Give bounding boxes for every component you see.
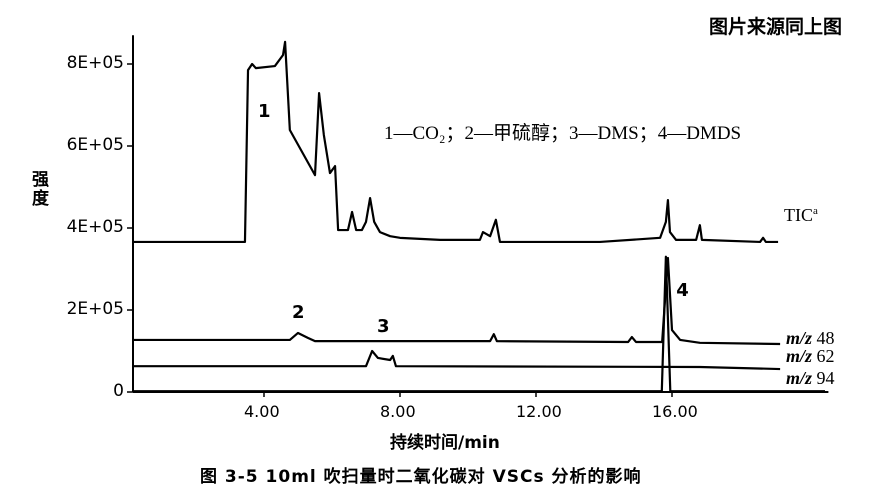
series-line-1	[133, 40, 779, 244]
source-note: 图片来源同上图	[708, 16, 842, 38]
series-label-sup: a	[813, 205, 818, 217]
series-line-3	[133, 349, 781, 371]
series-label: m/z 62	[786, 346, 835, 367]
peak-label: 2	[292, 302, 305, 324]
x-tick-label: 8.00	[380, 402, 416, 421]
series-label-prefix: m/z	[786, 346, 813, 366]
series-line-4	[133, 255, 825, 393]
x-tick-label: 4.00	[244, 402, 280, 421]
figure-caption: 图 3-5 10ml 吹扫量时二氧化碳对 VSCs 分析的影响	[200, 467, 642, 487]
y-tick-label: 6E+05	[66, 135, 124, 155]
x-tick-label: 16.00	[652, 402, 698, 421]
series-label: m/z 94	[786, 368, 835, 389]
series-label-value: 48	[812, 328, 835, 348]
y-tick-label: 4E+05	[66, 217, 124, 237]
legend-text: 1—CO₂；2—甲硫醇；3—DMS；4—DMDS	[384, 123, 742, 144]
y-tick-label: 0	[113, 381, 124, 401]
series-label-value: 62	[812, 346, 835, 366]
y-tick-label: 8E+05	[66, 53, 124, 73]
series-label-prefix: m/z	[786, 328, 813, 348]
series-label: m/z 48	[786, 328, 835, 349]
peak-label: 3	[377, 316, 390, 338]
x-tick-label: 12.00	[516, 402, 562, 421]
x-axis-label: 持续时间/min	[390, 433, 500, 453]
y-tick-label: 2E+05	[66, 299, 124, 319]
series-label: TICa	[784, 205, 818, 226]
series-label-prefix: m/z	[786, 368, 813, 388]
y-axis-label: 强度	[28, 170, 48, 208]
peak-label: 4	[676, 279, 689, 301]
peak-label: 1	[258, 101, 271, 123]
series-label-value: 94	[812, 368, 835, 388]
series-label-name: TIC	[784, 205, 813, 225]
series-line-2	[133, 256, 781, 346]
